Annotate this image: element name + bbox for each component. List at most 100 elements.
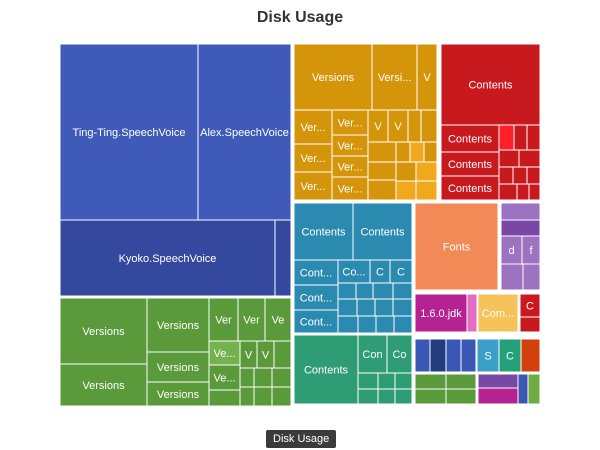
tile-te-c[interactable] — [372, 282, 394, 300]
tile-bl-e[interactable] — [517, 373, 529, 405]
tile-vermilion[interactable] — [520, 338, 541, 373]
tile-contents-red-1[interactable] — [440, 43, 541, 126]
tile-gr-g[interactable] — [253, 386, 273, 407]
tile-lime[interactable] — [527, 373, 541, 405]
tile-ver-g-2[interactable] — [237, 297, 266, 342]
tile-gl-a[interactable] — [414, 373, 447, 390]
tile-gr-f[interactable] — [239, 386, 255, 407]
tile-pu-b[interactable] — [500, 219, 541, 237]
tile-red-k[interactable] — [528, 183, 541, 201]
tile-red-d[interactable] — [498, 149, 520, 168]
tile-gr-h[interactable] — [271, 386, 292, 407]
tile-red-g[interactable] — [512, 166, 528, 185]
tile-or-b[interactable] — [420, 109, 438, 143]
tile-pu-d[interactable] — [522, 263, 541, 291]
tile-or-g[interactable] — [409, 141, 425, 163]
tile-or-f[interactable] — [395, 141, 411, 163]
tile-label: Versions — [82, 326, 125, 338]
tile-contents-red-4[interactable] — [440, 175, 500, 201]
tile-label: Ver... — [337, 184, 362, 196]
tile-label: Com... — [482, 308, 514, 320]
tile-versions-green-4[interactable] — [146, 351, 210, 383]
tile-te-a[interactable] — [337, 282, 357, 300]
tile-red-c[interactable] — [526, 124, 541, 151]
tile-fonts[interactable] — [414, 202, 499, 291]
tile-versions-green-5[interactable] — [146, 381, 210, 407]
tile-or-j[interactable] — [415, 161, 438, 182]
tile-gr-b[interactable] — [273, 340, 292, 369]
tile-ve-g-1[interactable] — [208, 340, 241, 366]
tile-pink[interactable] — [466, 293, 478, 333]
tile-pu-a[interactable] — [500, 202, 541, 221]
tile-gr-d[interactable] — [253, 367, 273, 388]
tile-pu-e[interactable] — [477, 373, 519, 389]
tile-red-h[interactable] — [526, 166, 541, 185]
tile-bl-a[interactable] — [414, 338, 431, 373]
tile-versions-green-1[interactable] — [59, 297, 148, 365]
tile-or-c[interactable] — [367, 141, 397, 163]
tile-bl-c[interactable] — [445, 338, 462, 373]
tile-or-h[interactable] — [423, 141, 438, 163]
tile-ver-g-1[interactable] — [208, 297, 239, 342]
tile-label: V — [262, 350, 270, 362]
tile-ver-3[interactable] — [293, 171, 333, 201]
tile-te-f[interactable] — [356, 298, 376, 317]
tile-em-d[interactable] — [357, 388, 379, 405]
tile-red-a[interactable] — [498, 124, 515, 151]
tile-label: Contents — [448, 134, 493, 146]
tile-em-e[interactable] — [377, 388, 396, 405]
tile-com[interactable] — [477, 293, 519, 333]
tile-te-g[interactable] — [374, 298, 394, 317]
tile-or-e[interactable] — [367, 179, 397, 201]
tile-gr-a[interactable] — [208, 389, 241, 407]
tile-label: Ver... — [337, 141, 362, 153]
tile-em-f[interactable] — [394, 388, 413, 405]
tile-pu-c[interactable] — [500, 263, 524, 291]
tile-te-h[interactable] — [392, 298, 413, 317]
tile-ver-g-3[interactable] — [264, 297, 292, 342]
tile-em-b[interactable] — [377, 372, 396, 390]
tile-te-e[interactable] — [337, 298, 358, 317]
tile-bl-b[interactable] — [429, 338, 447, 373]
tile-label: f — [529, 245, 533, 257]
tile-te-d[interactable] — [392, 282, 413, 300]
tile-red-b[interactable] — [513, 124, 528, 151]
tile-versions-green-2[interactable] — [59, 363, 148, 407]
tile-or-l[interactable] — [415, 180, 438, 201]
tile-em-a[interactable] — [357, 372, 379, 390]
tile-gr-c[interactable] — [239, 367, 255, 388]
tile-red-s[interactable] — [519, 316, 541, 333]
tile-gl-c[interactable] — [445, 373, 477, 390]
tile-te-i[interactable] — [337, 315, 359, 334]
tile-gr-e[interactable] — [271, 367, 292, 388]
tile-or-a[interactable] — [407, 109, 422, 143]
tile-or-i[interactable] — [395, 161, 417, 182]
tile-em-c[interactable] — [394, 372, 413, 390]
tile-gl-b[interactable] — [414, 388, 447, 405]
tile-blue-small[interactable] — [274, 219, 292, 297]
tile-red-j[interactable] — [516, 183, 530, 201]
tile-contents-red-2[interactable] — [440, 124, 500, 153]
tile-or-k[interactable] — [395, 180, 417, 201]
tile-contents-teal-1[interactable] — [293, 202, 354, 261]
tile-red-i[interactable] — [498, 183, 518, 201]
tile-te-j[interactable] — [357, 315, 377, 334]
tile-red-f[interactable] — [498, 166, 514, 185]
tile-versions-orange-2[interactable] — [371, 43, 418, 111]
tile-contents-emerald[interactable] — [293, 334, 359, 405]
breadcrumb-button[interactable]: Disk Usage — [266, 430, 337, 448]
tile-jdk[interactable] — [414, 293, 468, 333]
tile-contents-red-3[interactable] — [440, 151, 500, 177]
tile-label: Versions — [157, 320, 200, 332]
tile-or-d[interactable] — [367, 161, 397, 181]
tile-gl-d[interactable] — [445, 388, 477, 405]
tile-red-e[interactable] — [518, 149, 541, 168]
tile-bl-d[interactable] — [460, 338, 477, 373]
tile-versions-green-3[interactable] — [146, 297, 210, 353]
tile-te-b[interactable] — [355, 282, 374, 300]
tile-mg[interactable] — [477, 387, 519, 405]
tile-co-e[interactable] — [386, 334, 413, 374]
tile-te-k[interactable] — [375, 315, 395, 334]
tile-te-l[interactable] — [393, 315, 413, 334]
